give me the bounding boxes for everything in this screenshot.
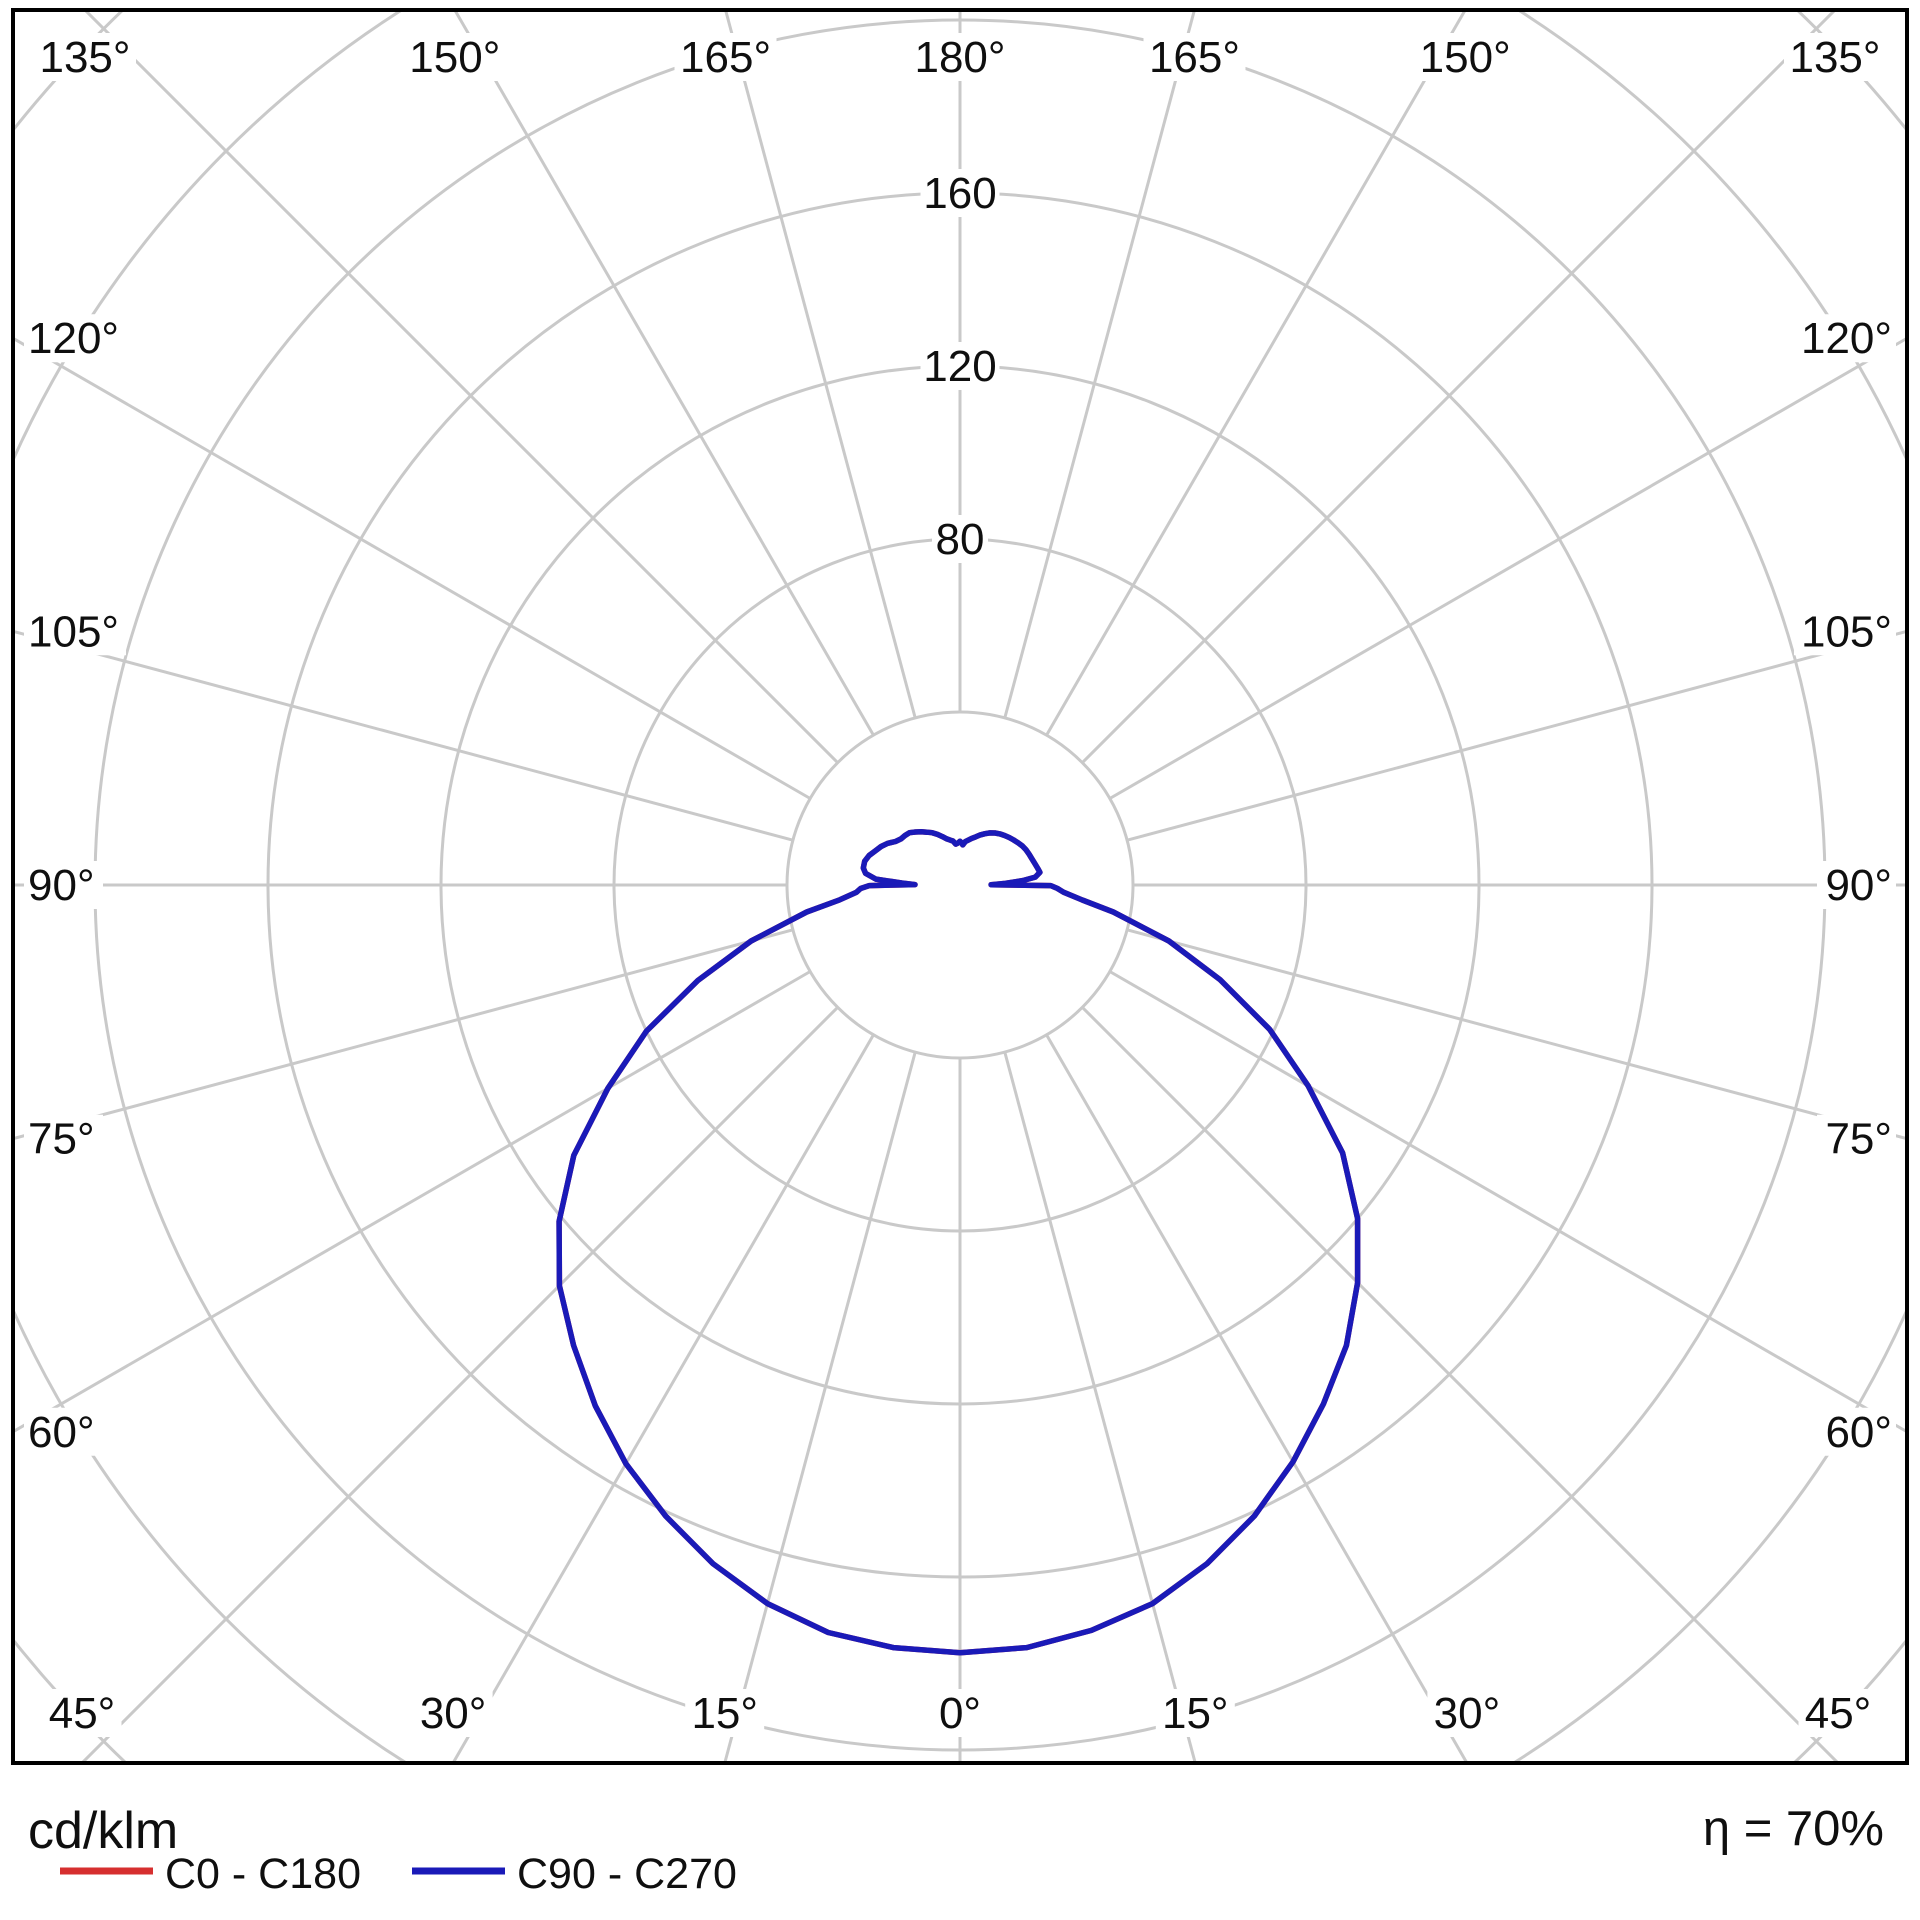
grid-ray bbox=[82, 10, 839, 764]
efficiency-label: η = 70% bbox=[1703, 1802, 1884, 1856]
grid-ray bbox=[1003, 10, 1197, 719]
angle-label-top: 135° bbox=[39, 33, 130, 82]
label-mask bbox=[34, 33, 136, 81]
label-mask bbox=[413, 1689, 493, 1737]
legend-label-c90-c270: C90 - C270 bbox=[517, 1850, 737, 1898]
angle-label-right: 120° bbox=[1801, 314, 1892, 363]
label-mask bbox=[920, 342, 1000, 390]
grid-ray bbox=[723, 10, 917, 719]
label-mask bbox=[1427, 1689, 1507, 1737]
label-mask bbox=[1784, 33, 1886, 81]
angle-label-right: 105° bbox=[1801, 607, 1892, 656]
angle-label-top: 165° bbox=[1149, 33, 1240, 82]
label-mask bbox=[1143, 33, 1246, 81]
label-mask bbox=[24, 314, 126, 363]
grid-ray bbox=[79, 1006, 839, 1763]
curve-c90-c270 bbox=[556, 829, 1361, 1656]
label-mask bbox=[24, 1114, 103, 1163]
grid-ray bbox=[1126, 928, 1907, 1141]
unit-label: cd/klm bbox=[28, 1802, 178, 1860]
label-mask bbox=[932, 515, 988, 563]
grid-ray bbox=[451, 1034, 875, 1763]
label-mask bbox=[42, 1689, 122, 1737]
radial-value-label: 80 bbox=[936, 515, 985, 564]
footer: cd/klm C0 - C180 C90 - C270 η = 70% bbox=[28, 1802, 1884, 1898]
label-mask bbox=[24, 861, 103, 909]
plot-frame bbox=[11, 8, 1909, 1765]
angle-label-bottom: 30° bbox=[420, 1689, 487, 1738]
label-mask bbox=[1794, 314, 1896, 363]
angle-label-bottom: 15° bbox=[691, 1689, 758, 1738]
label-mask bbox=[1794, 607, 1896, 656]
label-mask bbox=[24, 607, 126, 656]
angle-label-top: 165° bbox=[680, 33, 771, 82]
angle-label-top: 135° bbox=[1789, 33, 1880, 82]
grid-ray bbox=[723, 1051, 917, 1763]
label-mask bbox=[674, 33, 777, 81]
label-mask bbox=[909, 33, 1011, 81]
radial-value-label: 120 bbox=[923, 342, 996, 391]
angle-label-top: 150° bbox=[409, 33, 500, 82]
angle-label-top: 150° bbox=[1420, 33, 1511, 82]
grid-circle bbox=[785, 710, 1135, 1060]
label-mask bbox=[1817, 1407, 1896, 1456]
grid-ray bbox=[453, 10, 875, 736]
angle-label-bottom: 45° bbox=[1805, 1689, 1872, 1738]
angle-label-top: 180° bbox=[914, 33, 1005, 82]
angle-label-bottom: 45° bbox=[49, 1689, 116, 1738]
angle-label-right: 60° bbox=[1825, 1408, 1892, 1457]
angle-label-bottom: 15° bbox=[1162, 1689, 1229, 1738]
grid-ray bbox=[13, 336, 811, 800]
label-mask bbox=[24, 1407, 103, 1456]
grid-ray bbox=[13, 928, 794, 1141]
legend-label-c0-c180: C0 - C180 bbox=[165, 1850, 361, 1898]
angle-label-right: 90° bbox=[1825, 861, 1892, 910]
label-mask bbox=[685, 1689, 765, 1737]
grid-ray bbox=[1045, 1034, 1469, 1763]
angle-label-left: 120° bbox=[28, 314, 119, 363]
angle-label-left: 105° bbox=[28, 607, 119, 656]
label-mask bbox=[1817, 1114, 1896, 1163]
grid-ray bbox=[13, 970, 811, 1434]
angle-label-bottom: 30° bbox=[1434, 1689, 1501, 1738]
grid-ray bbox=[1109, 970, 1907, 1434]
grid-ray bbox=[1003, 1051, 1197, 1763]
label-mask bbox=[1155, 1689, 1235, 1737]
angle-label-right: 75° bbox=[1825, 1115, 1892, 1164]
label-mask bbox=[920, 169, 1000, 217]
grid-ray bbox=[1109, 336, 1907, 800]
label-mask bbox=[403, 33, 506, 81]
radial-value-label: 160 bbox=[923, 169, 996, 218]
grid-ray bbox=[1081, 10, 1838, 764]
grid-ray bbox=[1045, 10, 1467, 736]
label-mask bbox=[1817, 861, 1896, 909]
label-mask bbox=[1414, 33, 1517, 81]
angle-label-left: 90° bbox=[28, 861, 95, 910]
label-mask bbox=[1798, 1689, 1878, 1737]
label-mask bbox=[932, 1689, 988, 1737]
grid-ray bbox=[1081, 1006, 1841, 1763]
angle-label-bottom: 0° bbox=[939, 1689, 981, 1738]
angle-label-left: 60° bbox=[28, 1408, 95, 1457]
grid-ray bbox=[1126, 629, 1907, 842]
angle-label-left: 75° bbox=[28, 1115, 95, 1164]
grid-ray bbox=[13, 629, 794, 842]
